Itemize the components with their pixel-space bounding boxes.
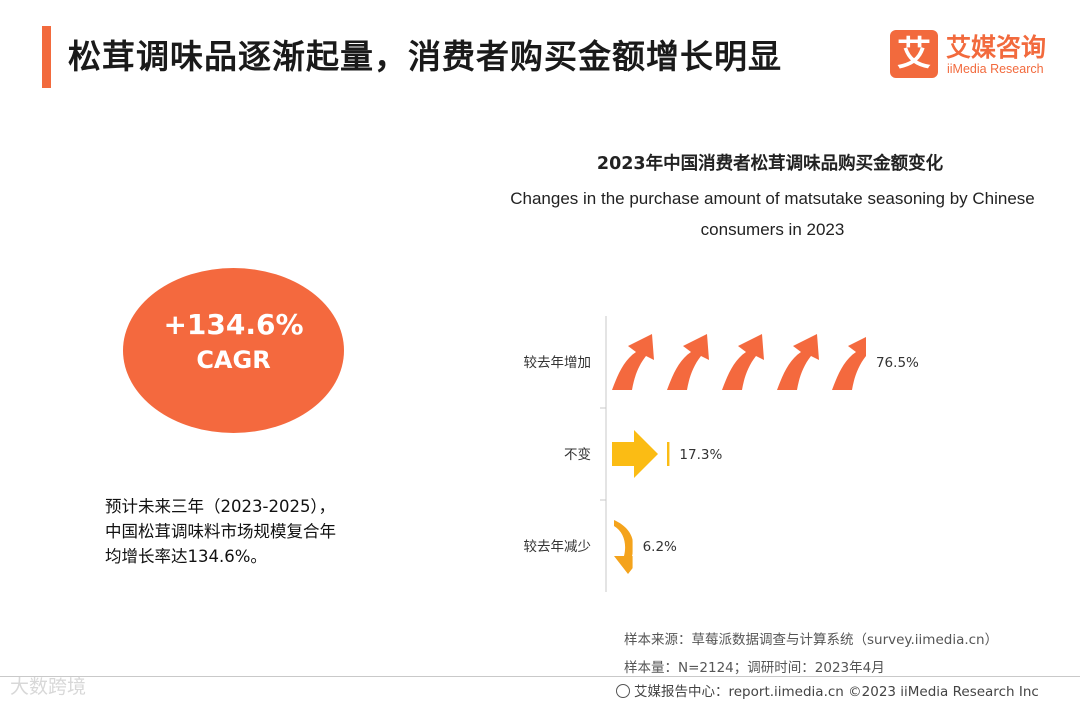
value-label: 6.2% (643, 539, 677, 555)
category-label: 较去年减少 (524, 539, 592, 555)
bar-2 (614, 520, 633, 574)
footer-divider (0, 676, 1080, 677)
chart-subtitle-line2: consumers in 2023 (700, 220, 845, 239)
arrow-up-icon (777, 334, 819, 390)
forecast-note: 预计未来三年（2023-2025）， 中国松茸调味料市场规模复合年 均增长率达1… (105, 494, 405, 569)
footer: 艾媒报告中心：report.iimedia.cn ©2023 iiMedia R… (616, 680, 1039, 700)
globe-icon (616, 684, 630, 698)
cagr-value: +134.6% (163, 308, 304, 341)
footer-text: 艾媒报告中心：report.iimedia.cn ©2023 iiMedia R… (634, 684, 1039, 700)
forecast-note-line1: 预计未来三年（2023-2025）， (105, 497, 336, 516)
source-line2: 样本量：N=2124；调研时间：2023年4月 (624, 660, 885, 676)
value-label: 17.3% (679, 447, 722, 463)
page-title: 松茸调味品逐渐起量，消费者购买金额增长明显 (68, 37, 782, 76)
bar-1 (612, 430, 670, 478)
brand-name-en: iiMedia Research (947, 62, 1044, 76)
brand-mark: 艾 (890, 30, 938, 78)
watermark: 大数跨境 (10, 676, 87, 698)
purchase-change-chart: 较去年增加 76.5% 不变 17.3% 较去年减少 6.2% (524, 316, 919, 592)
arrow-right-icon (667, 442, 670, 466)
chart-subtitle-line1: Changes in the purchase amount of matsut… (510, 189, 1035, 208)
chart-subtitle: Changes in the purchase amount of matsut… (480, 183, 1065, 245)
category-label: 不变 (564, 447, 591, 463)
category-label: 较去年增加 (524, 355, 592, 371)
brand-logo: 艾 艾媒咨询 iiMedia Research (890, 30, 1060, 82)
cagr-bubble: +134.6% CAGR (123, 268, 344, 433)
bar-0 (612, 334, 866, 390)
chart-title: 2023年中国消费者松茸调味品购买金额变化 (596, 154, 944, 174)
arrow-right-icon (612, 430, 658, 478)
title-accent-bar (42, 26, 51, 88)
cagr-label: CAGR (196, 346, 271, 374)
forecast-note-line3: 均增长率达134.6%。 (105, 547, 267, 566)
brand-name-cn: 艾媒咨询 (946, 33, 1047, 62)
arrow-up-icon (667, 334, 709, 390)
value-label: 76.5% (876, 355, 919, 371)
arrow-up-icon (722, 334, 764, 390)
arrow-up-icon (612, 334, 654, 390)
forecast-note-line2: 中国松茸调味料市场规模复合年 (105, 522, 336, 541)
source-line1: 样本来源：草莓派数据调查与计算系统（survey.iimedia.cn） (624, 632, 999, 648)
arrow-up-icon (832, 337, 866, 390)
arrow-curve-down-icon (614, 520, 633, 574)
